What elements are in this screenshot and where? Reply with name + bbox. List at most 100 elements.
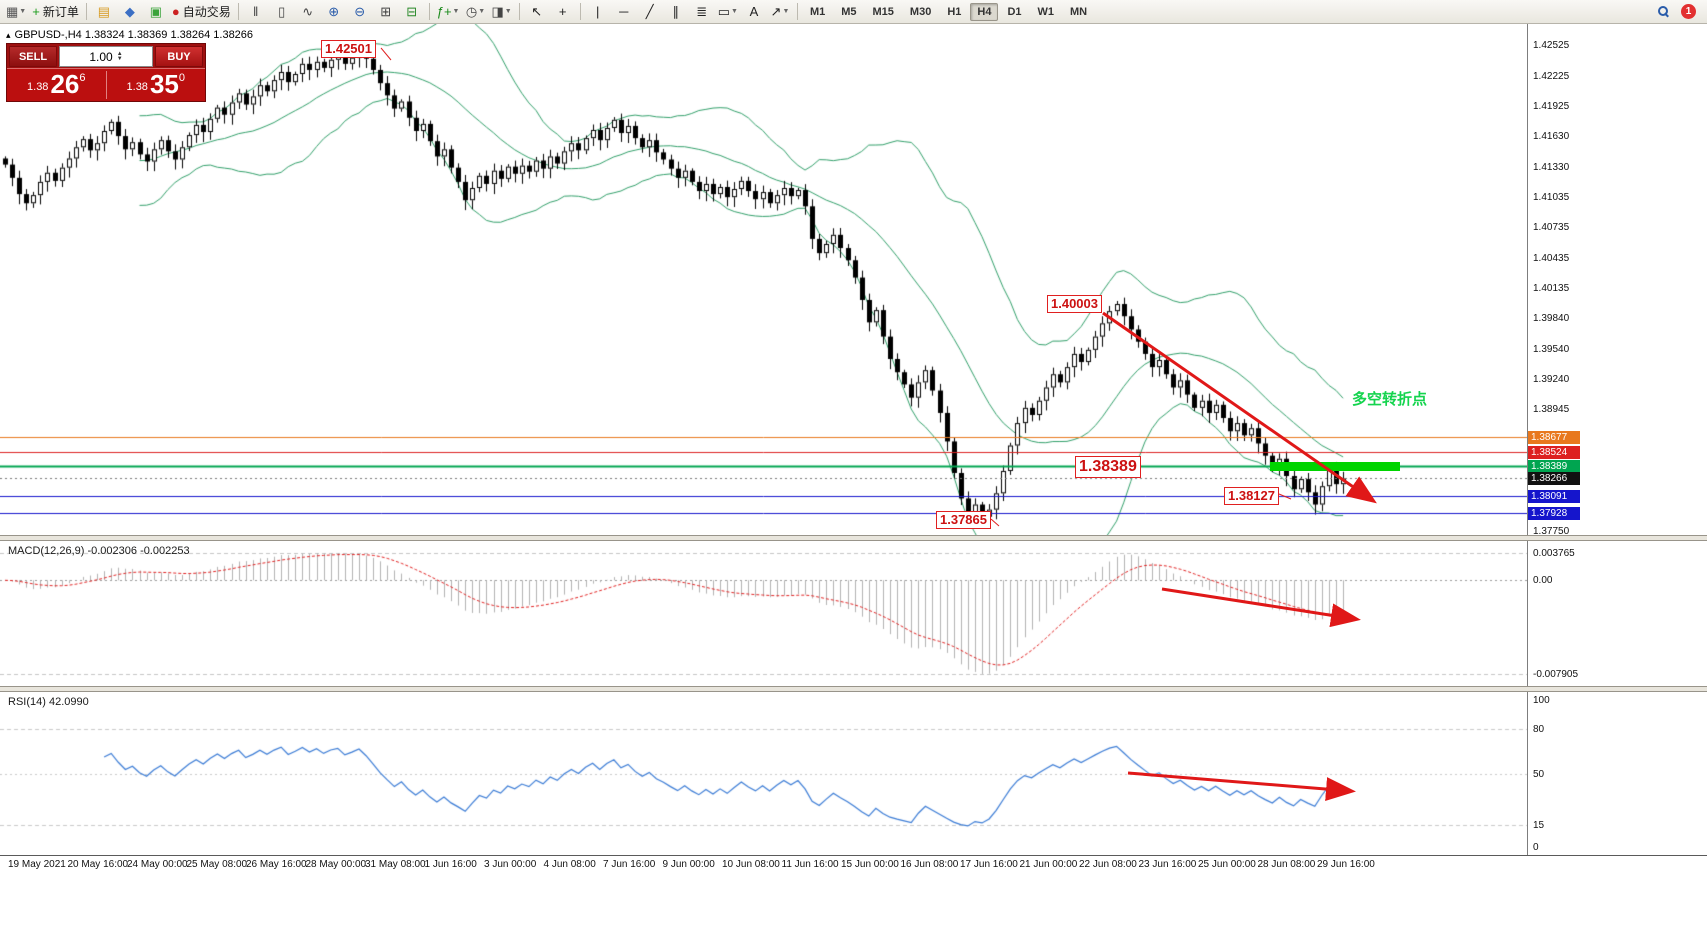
price-chart-canvas[interactable] <box>0 24 1527 535</box>
zoom-out-button[interactable]: ⊖ <box>347 1 373 23</box>
search-icon[interactable] <box>1651 1 1677 23</box>
tile-windows-button[interactable]: ⊞ <box>373 1 399 23</box>
timeframe-m15[interactable]: M15 <box>872 5 894 18</box>
zoom-in-icon: ⊕ <box>328 4 340 19</box>
time-axis-label: 17 Jun 16:00 <box>960 859 1018 870</box>
timeframe-h1[interactable]: H1 <box>947 5 962 18</box>
market-watch-button[interactable]: ▤ <box>91 1 117 23</box>
dropdown-arrow-icon[interactable]: ▼ <box>452 8 460 15</box>
price-scale-label: 1.40435 <box>1533 252 1570 264</box>
panel-splitter[interactable] <box>0 535 1707 541</box>
time-axis-label: 31 May 08:00 <box>365 859 426 870</box>
sell-button[interactable]: SELL <box>9 46 57 67</box>
time-axis-label: 9 Jun 00:00 <box>662 859 715 870</box>
timeframe-mn[interactable]: MN <box>1070 5 1088 18</box>
timeframe-m5[interactable]: M5 <box>841 5 857 18</box>
turning-point-note[interactable]: 多空转折点 <box>1352 391 1428 408</box>
dropdown-arrow-icon[interactable]: ▼ <box>782 8 790 15</box>
volume-control[interactable]: 1.00 ▲ ▼ <box>59 46 153 67</box>
time-axis-label: 22 Jun 08:00 <box>1079 859 1137 870</box>
support-price-callout[interactable]: 1.38127 <box>1224 487 1279 506</box>
high-price-callout[interactable]: 1.42501 <box>321 40 376 59</box>
timeframe-m30[interactable]: M30 <box>909 5 932 18</box>
timeframe-m1[interactable]: M1 <box>809 5 826 18</box>
volume-value[interactable]: 1.00 <box>89 49 113 64</box>
panel-splitter[interactable] <box>0 686 1707 692</box>
price-tag: 1.38389 <box>1528 459 1580 473</box>
swing-high-price-callout[interactable]: 1.40003 <box>1047 295 1102 314</box>
time-axis-label: 4 Jun 08:00 <box>543 859 596 870</box>
crosshair-button[interactable]: + <box>550 1 576 23</box>
shapes-button[interactable]: ▭ ▼ <box>715 1 741 23</box>
time-axis[interactable]: 19 May 2021 20 May 16:00 24 May 00:00 25 Ma… <box>0 855 1707 876</box>
indicators-icon: ƒ+ <box>436 4 452 19</box>
time-axis-label: 28 May 00:00 <box>305 859 367 870</box>
symbol-ohlc-text: GBPUSD-,H4 1.38324 1.38369 1.38264 1.382… <box>14 29 254 41</box>
fibonacci-button[interactable]: ≣ <box>689 1 715 23</box>
price-tag: 1.38091 <box>1528 490 1580 504</box>
toolbar-separator <box>579 3 581 20</box>
rsi-scale-label: 0 <box>1533 842 1539 853</box>
buy-button[interactable]: BUY <box>155 46 203 67</box>
macd-canvas[interactable] <box>0 541 1527 686</box>
time-axis-label: 20 May 16:00 <box>67 859 129 870</box>
rsi-canvas[interactable] <box>0 692 1527 855</box>
trade-panel-toggle-icon[interactable]: ▴ <box>6 29 11 40</box>
key-level-price-callout[interactable]: 1.38389 <box>1075 456 1141 478</box>
rsi-indicator-label: RSI(14) 42.0990 <box>8 696 89 708</box>
price-tag: 1.38266 <box>1528 472 1580 486</box>
cursor-button[interactable]: ↖ <box>524 1 550 23</box>
terminal-button[interactable]: ▣ <box>143 1 169 23</box>
buy-price-point: 0 <box>178 72 185 84</box>
dropdown-arrow-icon[interactable]: ▼ <box>19 8 27 15</box>
trendline-icon: ╱ <box>645 4 654 19</box>
timeframe-h4[interactable]: H4 <box>970 2 999 21</box>
horizontal-line-icon: ─ <box>619 4 629 19</box>
volume-down-icon[interactable]: ▼ <box>116 55 123 62</box>
timeframe-w1[interactable]: W1 <box>1037 5 1055 18</box>
crosshair-icon: + <box>558 4 567 19</box>
buy-price[interactable]: 1.38 35 0 <box>107 69 206 101</box>
horizontal-line-button[interactable]: ─ <box>611 1 637 23</box>
low-price-callout[interactable]: 1.37865 <box>936 511 991 530</box>
one-click-trading-panel: SELL 1.00 ▲ ▼ BUY 1.38 26 6 1.38 35 0 <box>6 43 206 102</box>
auto-arrange-button[interactable]: ⊟ <box>399 1 425 23</box>
shapes-icon: ▭ <box>717 4 731 19</box>
candlestick-mode-button[interactable]: ▯ <box>269 1 295 23</box>
dropdown-arrow-icon[interactable]: ▼ <box>478 8 486 15</box>
arrows-tool-button[interactable]: ↗ ▼ <box>767 1 793 23</box>
navigator-icon: ◆ <box>124 4 135 19</box>
navigator-button[interactable]: ◆ <box>117 1 143 23</box>
time-axis-label: 25 Jun 00:00 <box>1198 859 1256 870</box>
autotrading-label: 自动交易 <box>182 5 231 19</box>
new-order-button[interactable]: + 新订单 <box>29 1 82 23</box>
timeframe-d1[interactable]: D1 <box>1007 5 1022 18</box>
toolbar-separator <box>237 3 239 20</box>
equidistant-channel-button[interactable]: ∥ <box>663 1 689 23</box>
price-scale[interactable]: 1.42525 1.42225 1.41925 1.41630 1.41330 1.410… <box>1527 24 1707 855</box>
new-chart-button[interactable]: ▦ ▼ <box>3 1 29 23</box>
zoom-in-button[interactable]: ⊕ <box>321 1 347 23</box>
time-axis-label: 3 Jun 00:00 <box>484 859 537 870</box>
templates-button[interactable]: ◨ ▼ <box>488 1 514 23</box>
trendline-button[interactable]: ╱ <box>637 1 663 23</box>
time-axis-label: 11 Jun 16:00 <box>781 859 839 870</box>
indicators-button[interactable]: ƒ+ ▼ <box>434 1 463 23</box>
text-tool-button[interactable]: A <box>741 1 767 23</box>
macd-indicator-label: MACD(12,26,9) -0.002306 -0.002253 <box>8 545 190 557</box>
price-scale-label: 1.42525 <box>1533 40 1570 51</box>
periods-button[interactable]: ◷ ▼ <box>462 1 488 23</box>
line-chart-mode-button[interactable]: ∿ <box>295 1 321 23</box>
price-scale-label: 1.40735 <box>1533 222 1570 234</box>
dropdown-arrow-icon[interactable]: ▼ <box>504 8 512 15</box>
price-tag: 1.37928 <box>1528 506 1580 520</box>
bar-chart-mode-button[interactable]: ‖ <box>243 1 269 23</box>
autotrading-button[interactable]: ● 自动交易 <box>169 1 234 23</box>
notification-badge[interactable]: 1 <box>1681 4 1696 19</box>
dropdown-arrow-icon[interactable]: ▼ <box>731 8 738 15</box>
volume-up-icon[interactable]: ▲ <box>116 50 123 57</box>
price-scale-label: 1.39540 <box>1533 343 1570 355</box>
vertical-line-button[interactable]: | <box>585 1 611 23</box>
time-axis-label: 28 Jun 08:00 <box>1257 859 1316 870</box>
sell-price[interactable]: 1.38 26 6 <box>7 69 106 101</box>
